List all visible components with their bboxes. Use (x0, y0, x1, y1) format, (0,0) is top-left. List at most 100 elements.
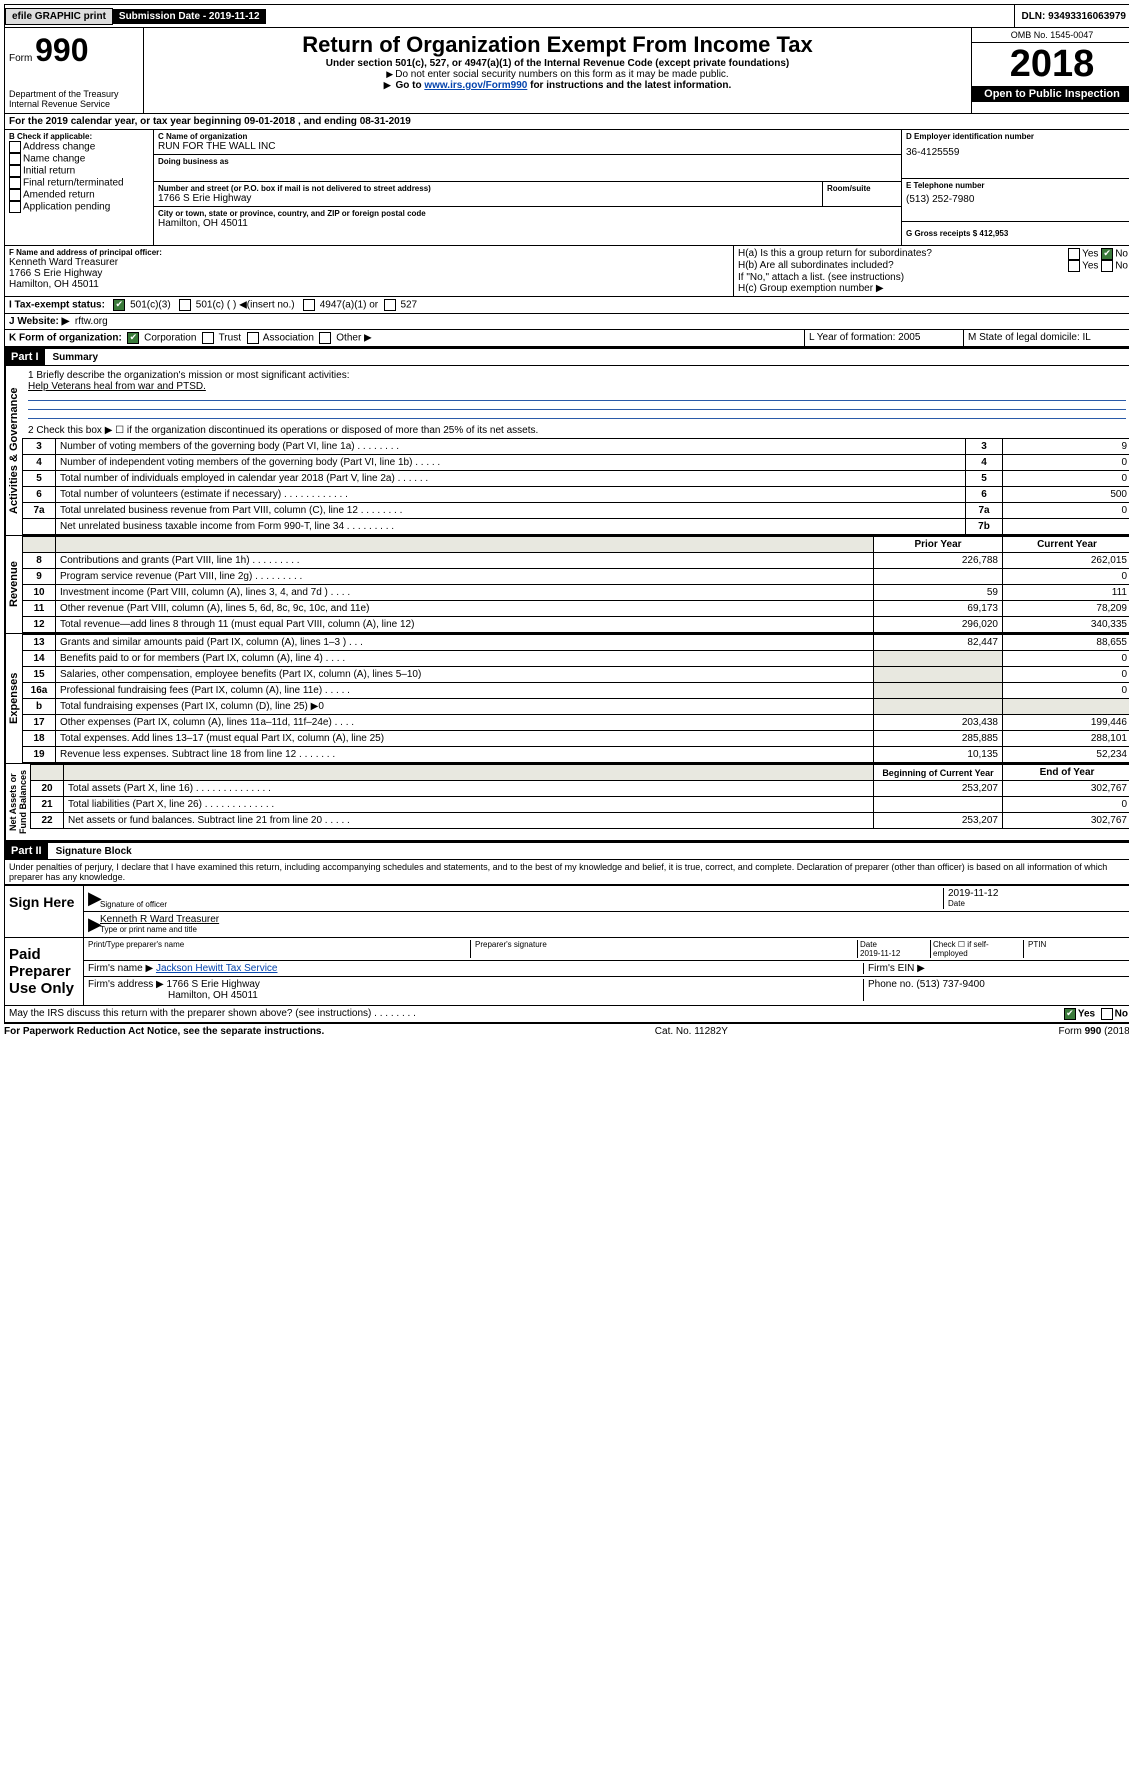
form-number: 990 (35, 32, 88, 68)
net-assets-section: Net Assets orFund Balances Beginning of … (4, 763, 1129, 841)
sign-here-label: Sign Here (5, 886, 84, 937)
vert-label-revenue: Revenue (5, 536, 22, 633)
table-row: 12Total revenue—add lines 8 through 11 (… (23, 617, 1129, 633)
box-e-label: E Telephone number (906, 181, 1128, 190)
box-i-label: I Tax-exempt status: (9, 300, 105, 311)
check-501c[interactable] (179, 299, 191, 311)
table-row: 21Total liabilities (Part X, line 26) . … (31, 797, 1129, 813)
form-ref: Form 990 (2018) (1059, 1026, 1129, 1037)
line-2: 2 Check this box ▶ ☐ if the organization… (22, 423, 1129, 438)
check-amended[interactable]: Amended return (9, 189, 149, 201)
check-501c3[interactable]: ✔ (113, 299, 125, 311)
expenses-table: 13Grants and similar amounts paid (Part … (22, 634, 1129, 763)
check-527[interactable] (384, 299, 396, 311)
form-header: Form 990 Department of the Treasury Inte… (4, 28, 1129, 114)
discuss-no[interactable] (1101, 1008, 1113, 1020)
cat-number: Cat. No. 11282Y (655, 1026, 728, 1037)
form990-link[interactable]: www.irs.gov/Form990 (424, 80, 527, 91)
table-row: 16aProfessional fundraising fees (Part I… (23, 683, 1129, 699)
sign-here-block: Sign Here ▶ Signature of officer 2019-11… (4, 885, 1129, 938)
table-row: 5Total number of individuals employed in… (23, 471, 1129, 487)
table-row: 14Benefits paid to or for members (Part … (23, 651, 1129, 667)
form-title: Return of Organization Exempt From Incom… (148, 32, 967, 58)
dept-treasury: Department of the Treasury Internal Reve… (9, 89, 139, 109)
h-b-no[interactable] (1101, 260, 1113, 272)
discuss-yes[interactable]: ✔ (1064, 1008, 1076, 1020)
table-row: 18Total expenses. Add lines 13–17 (must … (23, 731, 1129, 747)
check-initial-return[interactable]: Initial return (9, 165, 149, 177)
table-row: Net unrelated business taxable income fr… (23, 519, 1129, 535)
h-b-yes[interactable] (1068, 260, 1080, 272)
h-note: If "No," attach a list. (see instruction… (738, 272, 1128, 283)
table-row: bTotal fundraising expenses (Part IX, co… (23, 699, 1129, 715)
identity-block: B Check if applicable: Address change Na… (4, 130, 1129, 246)
box-b-label: B Check if applicable: (9, 132, 149, 141)
activities-governance-section: Activities & Governance 1 Briefly descri… (4, 366, 1129, 535)
expenses-section: Expenses 13Grants and similar amounts pa… (4, 633, 1129, 763)
arrow-icon: ▶ (88, 888, 100, 909)
part-i-header: Part I Summary (4, 347, 1129, 366)
h-b-label: H(b) Are all subordinates included? (738, 260, 894, 272)
check-address-change[interactable]: Address change (9, 141, 149, 153)
form-word: Form (9, 53, 32, 64)
subtitle-2: Do not enter social security numbers on … (148, 69, 967, 80)
print-name-label: Type or print name and title (100, 925, 1128, 934)
revenue-section: Revenue Prior YearCurrent Year 8Contribu… (4, 535, 1129, 633)
firm-ein: Firm's EIN ▶ (864, 963, 1128, 974)
box-g-gross-receipts: G Gross receipts $ 412,953 (906, 229, 1008, 238)
h-a-label: H(a) Is this a group return for subordin… (738, 248, 932, 260)
table-row: 7aTotal unrelated business revenue from … (23, 503, 1129, 519)
paid-preparer-block: Paid Preparer Use Only Print/Type prepar… (4, 938, 1129, 1006)
line-a-tax-year: For the 2019 calendar year, or tax year … (5, 114, 1129, 129)
submission-date: Submission Date - 2019-11-12 (113, 9, 266, 24)
dln: DLN: 93493316063979 (1015, 9, 1129, 24)
box-l-year-formation: L Year of formation: 2005 (805, 330, 964, 346)
check-name-change[interactable]: Name change (9, 153, 149, 165)
arrow-icon: ▶ (88, 914, 100, 935)
officer-addr1: 1766 S Erie Highway (9, 268, 729, 279)
self-employed-check[interactable]: Check ☐ if self-employed (931, 940, 1024, 958)
table-row: 19Revenue less expenses. Subtract line 1… (23, 747, 1129, 763)
prep-sig-header: Preparer's signature (471, 940, 858, 958)
paid-preparer-label: Paid Preparer Use Only (5, 938, 84, 1005)
sign-date-label: Date (948, 899, 1128, 908)
box-f-label: F Name and address of principal officer: (9, 248, 729, 257)
check-4947[interactable] (303, 299, 315, 311)
check-final-return[interactable]: Final return/terminated (9, 177, 149, 189)
box-d-label: D Employer identification number (906, 132, 1128, 141)
revenue-table: Prior YearCurrent Year 8Contributions an… (22, 536, 1129, 633)
telephone: (513) 252-7980 (906, 190, 1128, 205)
perjury-statement: Under penalties of perjury, I declare th… (4, 860, 1129, 885)
box-k-label: K Form of organization: (9, 333, 122, 344)
check-other[interactable] (319, 332, 331, 344)
table-row: 8Contributions and grants (Part VIII, li… (23, 553, 1129, 569)
check-app-pending[interactable]: Application pending (9, 201, 149, 213)
firm-name-link[interactable]: Jackson Hewitt Tax Service (156, 963, 278, 974)
top-bar: efile GRAPHIC print Submission Date - 20… (4, 4, 1129, 28)
box-j-label: J Website: ▶ (9, 316, 69, 327)
room-label: Room/suite (827, 184, 897, 193)
open-public: Open to Public Inspection (972, 86, 1129, 102)
prep-name-header: Print/Type preparer's name (88, 940, 471, 958)
vert-label-net-assets: Net Assets orFund Balances (5, 764, 30, 840)
table-row: 13Grants and similar amounts paid (Part … (23, 635, 1129, 651)
h-a-no[interactable]: ✔ (1101, 248, 1113, 260)
vert-label-expenses: Expenses (5, 634, 22, 763)
check-corporation[interactable]: ✔ (127, 332, 139, 344)
table-row: 20Total assets (Part X, line 16) . . . .… (31, 781, 1129, 797)
check-association[interactable] (247, 332, 259, 344)
h-a-yes[interactable] (1068, 248, 1080, 260)
efile-button[interactable]: efile GRAPHIC print (5, 8, 113, 25)
street-label: Number and street (or P.O. box if mail i… (158, 184, 818, 193)
table-row: 11Other revenue (Part VIII, column (A), … (23, 601, 1129, 617)
omb-number: OMB No. 1545-0047 (972, 28, 1129, 43)
street-address: 1766 S Erie Highway (158, 193, 818, 204)
line-1-prompt: 1 Briefly describe the organization's mi… (28, 370, 1126, 381)
city-label: City or town, state or province, country… (158, 209, 897, 218)
officer-name: Kenneth Ward Treasurer (9, 257, 729, 268)
page-footer: For Paperwork Reduction Act Notice, see … (4, 1023, 1129, 1037)
org-name: RUN FOR THE WALL INC (158, 141, 897, 152)
check-trust[interactable] (202, 332, 214, 344)
officer-addr2: Hamilton, OH 45011 (9, 279, 729, 290)
spacer (266, 5, 1016, 27)
